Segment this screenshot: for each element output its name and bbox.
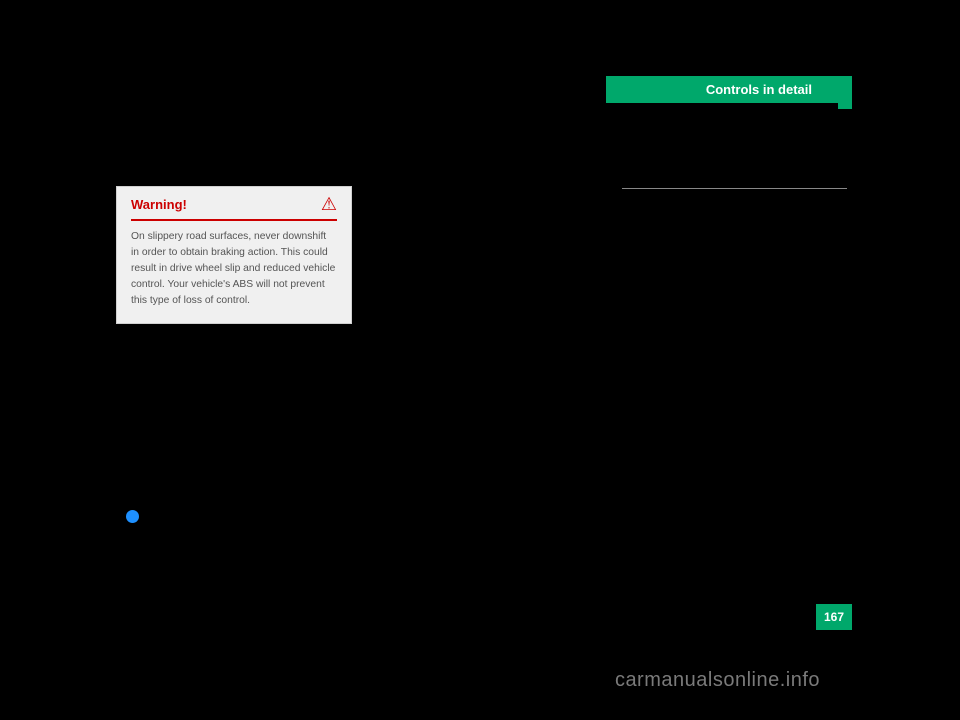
header-tab: Controls in detail — [606, 76, 852, 103]
warning-title: Warning! — [131, 197, 187, 212]
section-underline — [622, 188, 847, 189]
warning-rule — [131, 219, 337, 221]
warning-body-text: On slippery road surfaces, never downshi… — [117, 229, 351, 323]
warning-header: Warning! ⚠ — [117, 187, 351, 219]
warning-icon: ⚠ — [321, 195, 337, 213]
watermark-text: carmanualsonline.info — [615, 669, 820, 692]
bullet-marker — [126, 510, 139, 523]
warning-box: Warning! ⚠ On slippery road surfaces, ne… — [116, 186, 352, 324]
header-tab-notch — [838, 99, 852, 109]
page-number: 167 — [816, 604, 852, 630]
